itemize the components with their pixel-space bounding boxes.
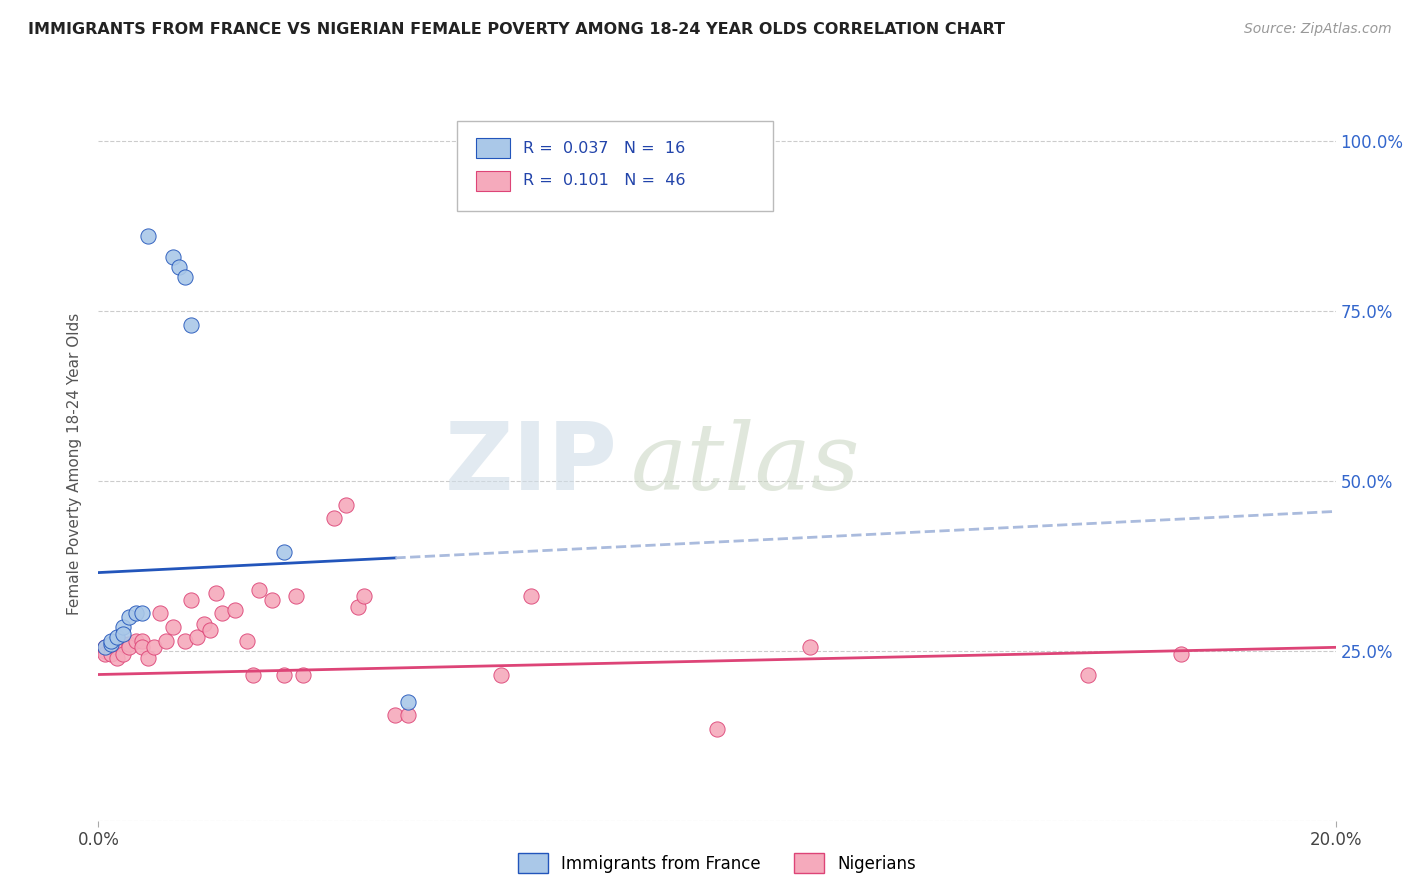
Point bbox=[112, 637, 135, 651]
Point bbox=[273, 545, 295, 559]
Point bbox=[260, 592, 283, 607]
Point bbox=[706, 722, 728, 736]
Point bbox=[291, 667, 314, 681]
Point bbox=[335, 498, 357, 512]
Point bbox=[162, 250, 184, 264]
Point bbox=[124, 607, 146, 621]
Point bbox=[143, 640, 166, 655]
Text: atlas: atlas bbox=[630, 419, 860, 508]
Point bbox=[273, 667, 295, 681]
Point bbox=[93, 640, 115, 655]
Point bbox=[322, 511, 344, 525]
Point bbox=[353, 590, 375, 604]
Point bbox=[124, 633, 146, 648]
Point bbox=[236, 633, 259, 648]
Point bbox=[1170, 647, 1192, 661]
FancyBboxPatch shape bbox=[457, 121, 773, 211]
Point bbox=[162, 620, 184, 634]
Point bbox=[180, 592, 202, 607]
Point bbox=[136, 229, 159, 244]
Point bbox=[347, 599, 370, 614]
Point bbox=[799, 640, 821, 655]
Point bbox=[118, 609, 141, 624]
Point bbox=[186, 630, 208, 644]
Point bbox=[149, 607, 172, 621]
Point bbox=[384, 708, 406, 723]
Point bbox=[211, 607, 233, 621]
Text: R =  0.037   N =  16: R = 0.037 N = 16 bbox=[523, 141, 685, 156]
Point bbox=[155, 633, 177, 648]
Point bbox=[489, 667, 512, 681]
Point bbox=[100, 647, 122, 661]
Point bbox=[131, 633, 153, 648]
Point bbox=[112, 626, 135, 640]
Point bbox=[131, 607, 153, 621]
Point bbox=[198, 624, 221, 638]
Point bbox=[93, 644, 115, 658]
Y-axis label: Female Poverty Among 18-24 Year Olds: Female Poverty Among 18-24 Year Olds bbox=[67, 313, 83, 615]
Point bbox=[105, 640, 128, 655]
Point bbox=[118, 637, 141, 651]
Point bbox=[136, 650, 159, 665]
Text: Source: ZipAtlas.com: Source: ZipAtlas.com bbox=[1244, 22, 1392, 37]
Point bbox=[105, 630, 128, 644]
Point bbox=[193, 616, 215, 631]
Point bbox=[112, 620, 135, 634]
Text: R =  0.101   N =  46: R = 0.101 N = 46 bbox=[523, 173, 685, 188]
Point bbox=[100, 633, 122, 648]
Point bbox=[174, 269, 197, 284]
Point bbox=[1077, 667, 1099, 681]
Point bbox=[205, 586, 228, 600]
Point bbox=[247, 582, 270, 597]
Text: IMMIGRANTS FROM FRANCE VS NIGERIAN FEMALE POVERTY AMONG 18-24 YEAR OLDS CORRELAT: IMMIGRANTS FROM FRANCE VS NIGERIAN FEMAL… bbox=[28, 22, 1005, 37]
Point bbox=[118, 640, 141, 655]
Legend: Immigrants from France, Nigerians: Immigrants from France, Nigerians bbox=[512, 847, 922, 880]
Text: ZIP: ZIP bbox=[446, 417, 619, 510]
Point bbox=[285, 590, 308, 604]
Point bbox=[396, 695, 419, 709]
Point bbox=[180, 318, 202, 332]
Point bbox=[520, 590, 543, 604]
Point bbox=[100, 637, 122, 651]
Point bbox=[112, 647, 135, 661]
Point bbox=[396, 708, 419, 723]
Point bbox=[105, 650, 128, 665]
Point bbox=[242, 667, 264, 681]
Point bbox=[131, 640, 153, 655]
Point bbox=[224, 603, 246, 617]
Point bbox=[93, 640, 115, 655]
Point bbox=[167, 260, 190, 274]
Point bbox=[93, 647, 115, 661]
Bar bbox=[475, 170, 510, 191]
Point bbox=[174, 633, 197, 648]
Point bbox=[100, 640, 122, 655]
Bar bbox=[475, 138, 510, 159]
